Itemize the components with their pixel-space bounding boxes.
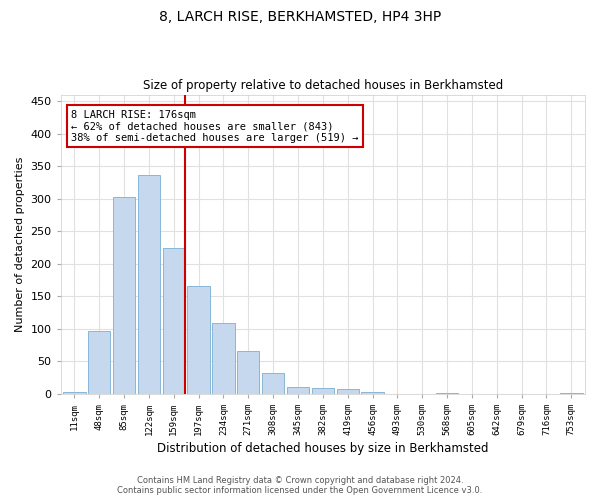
Bar (237, 351, 259, 394)
Bar (311, 388, 334, 394)
Title: Size of property relative to detached houses in Berkhamsted: Size of property relative to detached ho… (143, 79, 503, 92)
X-axis label: Distribution of detached houses by size in Berkhamsted: Distribution of detached houses by size … (157, 442, 488, 455)
Text: Contains HM Land Registry data © Crown copyright and database right 2024.
Contai: Contains HM Land Registry data © Crown c… (118, 476, 482, 495)
Y-axis label: Number of detached properties: Number of detached properties (15, 156, 25, 332)
Text: 8 LARCH RISE: 176sqm
← 62% of detached houses are smaller (843)
38% of semi-deta: 8 LARCH RISE: 176sqm ← 62% of detached h… (71, 110, 359, 142)
Bar (262, 373, 284, 394)
Bar (287, 386, 309, 394)
Bar (560, 393, 583, 394)
Bar (212, 323, 235, 394)
Bar (361, 392, 384, 394)
Bar (337, 389, 359, 394)
Bar (187, 286, 210, 394)
Bar (138, 174, 160, 394)
Bar (163, 248, 185, 394)
Bar (88, 330, 110, 394)
Bar (63, 392, 86, 394)
Text: 8, LARCH RISE, BERKHAMSTED, HP4 3HP: 8, LARCH RISE, BERKHAMSTED, HP4 3HP (159, 10, 441, 24)
Bar (436, 393, 458, 394)
Bar (113, 196, 135, 394)
